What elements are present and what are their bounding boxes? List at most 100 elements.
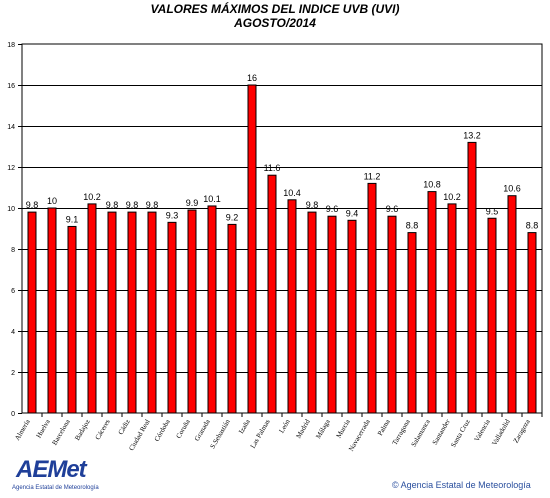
bar xyxy=(207,205,217,414)
bar xyxy=(487,217,497,414)
chart-title: VALORES MÁXIMOS DEL INDICE UVB (UVI) AGO… xyxy=(0,2,550,30)
bar xyxy=(27,211,37,414)
value-label: 13.2 xyxy=(463,130,481,140)
chart-title-line-1: VALORES MÁXIMOS DEL INDICE UVB (UVI) xyxy=(150,2,400,16)
x-category-label: Zaragoza xyxy=(512,417,532,444)
bar xyxy=(507,195,517,414)
bar xyxy=(407,232,417,414)
bar xyxy=(267,174,277,414)
value-label: 9.4 xyxy=(346,208,359,218)
bar xyxy=(127,211,137,414)
value-label: 9.8 xyxy=(146,200,159,210)
x-category-label: Salamanca xyxy=(410,417,433,448)
x-category-label: Badajoz xyxy=(73,418,91,442)
chart-title-line-2: AGOSTO/2014 xyxy=(234,16,316,30)
bar xyxy=(147,211,157,414)
value-label: 9.3 xyxy=(166,210,179,220)
x-category-label: S.Sebastián xyxy=(209,418,232,451)
bar xyxy=(247,84,257,414)
plot-area xyxy=(21,43,543,414)
value-label: 10.1 xyxy=(203,194,221,204)
value-label: 11.2 xyxy=(364,171,381,181)
value-label: 9.8 xyxy=(106,200,119,210)
value-labels: 9.8 10 9.1 10.2 9.8 9.8 9.8 9.3 9.9 10.1 9.2 16 11.6… xyxy=(26,73,539,231)
x-category-label: Murcia xyxy=(335,417,352,439)
bar xyxy=(527,232,537,414)
x-category-label: Izaña xyxy=(237,417,252,435)
value-label: 9.9 xyxy=(186,198,199,208)
value-label: 8.8 xyxy=(526,221,539,231)
logo-subtitle: Agencia Estatal de Meteorología xyxy=(12,485,99,491)
x-category-label: Cádiz xyxy=(117,418,132,436)
x-category-label: Cáceres xyxy=(94,418,112,441)
x-category-label: Barcelona xyxy=(51,417,73,446)
x-category-label: Valladolid xyxy=(490,418,512,447)
value-label: 10 xyxy=(47,196,57,206)
value-label: 9.8 xyxy=(26,200,39,210)
logo-wordmark: AEMet xyxy=(16,456,87,483)
bar xyxy=(447,203,457,414)
bar xyxy=(347,219,357,414)
bar xyxy=(287,199,297,414)
y-tick-label: 16 xyxy=(7,83,15,90)
bar xyxy=(467,141,477,414)
y-tick-label: 18 xyxy=(7,42,15,49)
copyright-credit: © Agencia Estatal de Meteorología xyxy=(392,480,531,490)
x-category-label: Valencia xyxy=(473,417,492,443)
plot-frame xyxy=(21,43,543,414)
bar xyxy=(307,211,317,414)
x-category-label: Palma xyxy=(376,417,392,437)
value-label: 10.2 xyxy=(443,192,461,202)
x-category-label: Santander xyxy=(431,417,452,446)
bar xyxy=(327,215,337,414)
bar xyxy=(47,207,57,414)
value-label: 11.6 xyxy=(264,163,281,173)
x-category-label: León xyxy=(278,418,292,435)
x-category-label: Tarragona xyxy=(391,417,413,446)
y-tick-label: 12 xyxy=(7,165,15,172)
bar xyxy=(367,182,377,414)
bar xyxy=(387,215,397,414)
value-label: 8.8 xyxy=(406,221,419,231)
value-label: 10.4 xyxy=(283,188,301,198)
bar xyxy=(87,203,97,414)
value-label: 10.8 xyxy=(423,180,441,190)
value-label: 9.2 xyxy=(226,212,239,222)
bar xyxy=(167,221,177,414)
x-category-label: Santa Cruz xyxy=(449,418,471,449)
x-category-label: Huelva xyxy=(35,417,52,439)
value-label: 9.8 xyxy=(306,200,319,210)
y-axis: 0 2 4 6 8 10 12 14 16 18 xyxy=(7,42,22,418)
y-tick-label: 8 xyxy=(11,247,15,254)
x-category-label: Almería xyxy=(13,417,32,442)
aemet-logo: AEMet Agencia Estatal de Meteorología xyxy=(6,456,106,496)
x-category-label: Granada xyxy=(193,417,212,442)
value-label: 9.5 xyxy=(486,206,499,216)
x-category-label: Coruña xyxy=(174,417,192,440)
x-category-label: Málaga xyxy=(314,417,332,440)
bar xyxy=(227,223,237,414)
value-label: 10.2 xyxy=(83,192,101,202)
x-category-label: Madrid xyxy=(294,418,311,440)
value-label: 9.6 xyxy=(386,204,399,214)
x-category-label: Las Palmas xyxy=(249,418,272,450)
y-tick-label: 4 xyxy=(11,329,15,336)
value-label: 9.1 xyxy=(66,214,79,224)
value-label: 16 xyxy=(247,73,257,83)
bar xyxy=(187,209,197,414)
bar xyxy=(67,225,77,414)
x-category-label: Córdoba xyxy=(153,417,172,443)
value-label: 10.6 xyxy=(503,184,521,194)
y-tick-label: 2 xyxy=(11,370,15,377)
y-tick-label: 10 xyxy=(7,206,15,213)
y-tick-label: 6 xyxy=(11,288,15,295)
value-label: 9.6 xyxy=(326,204,339,214)
bars xyxy=(27,84,537,414)
y-tick-label: 14 xyxy=(7,124,15,131)
bar xyxy=(427,191,437,414)
bar xyxy=(107,211,117,414)
y-tick-label: 0 xyxy=(11,411,15,418)
value-label: 9.8 xyxy=(126,200,139,210)
